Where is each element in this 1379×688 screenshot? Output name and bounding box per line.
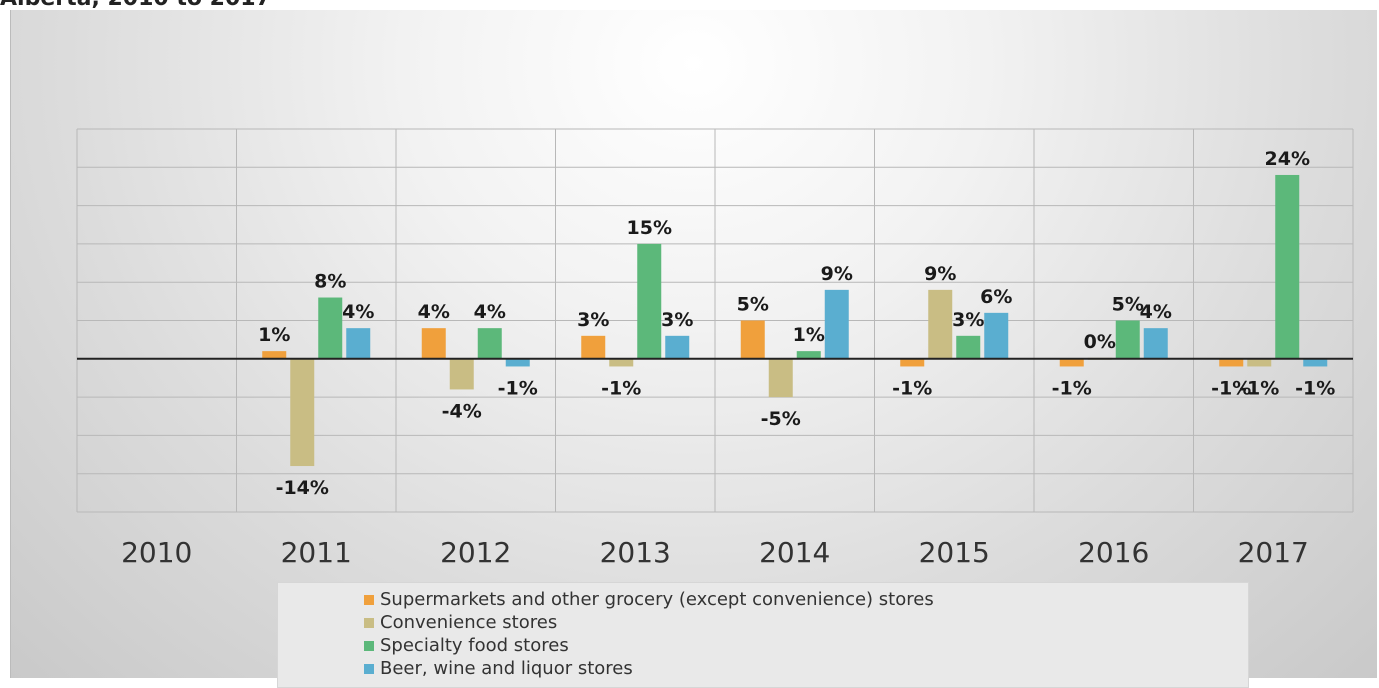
data-label-2012-s2: 4%	[474, 301, 506, 323]
bar-2013-s1	[609, 358, 634, 367]
data-label-2012-s1: -4%	[442, 400, 482, 422]
bar-2017-s1	[1247, 358, 1272, 367]
x-tick-label-2010: 2010	[121, 536, 192, 569]
bar-2012-s3	[505, 358, 530, 367]
data-label-2016-s2: 5%	[1112, 294, 1144, 316]
data-label-2011-s2: 8%	[314, 271, 346, 293]
legend-item-beer-wine-liquor: Beer, wine and liquor stores	[364, 657, 1248, 680]
bar-2014-s2	[796, 351, 821, 359]
x-tick-label-2011: 2011	[281, 536, 352, 569]
data-label-2014-s1: -5%	[761, 408, 801, 430]
bar-2012-s1	[449, 358, 474, 390]
legend-label-convenience: Convenience stores	[380, 612, 558, 633]
legend-label-beer-wine-liquor: Beer, wine and liquor stores	[380, 658, 633, 679]
bar-2014-s1	[768, 358, 793, 398]
chart-area: 1% -14% 8% 4% 4% -4% 4% -1% 3% -1% 15% 3% 5% -5% 1% 9% -…	[10, 10, 1377, 688]
bar-2015-s2	[956, 335, 981, 359]
legend-label-specialty: Specialty food stores	[380, 635, 569, 656]
bar-2014-s0	[740, 320, 765, 359]
bar-2011-s1	[290, 358, 315, 467]
bar-2011-s0	[262, 351, 287, 359]
x-tick-label-2014: 2014	[759, 536, 830, 569]
chart-title-fragment: Alberta, 2010 to 2017	[0, 0, 271, 11]
bar-2016-s0	[1059, 358, 1084, 367]
x-tick-label-2017: 2017	[1238, 536, 1309, 569]
data-label-2015-s3: 6%	[980, 286, 1012, 308]
bar-2011-s2	[318, 297, 343, 359]
bar-2017-s3	[1303, 358, 1328, 367]
bar-2013-s3	[665, 335, 690, 359]
legend-item-supermarkets: Supermarkets and other grocery (except c…	[364, 588, 1248, 611]
legend-item-convenience: Convenience stores	[364, 611, 1248, 634]
legend-label-supermarkets: Supermarkets and other grocery (except c…	[380, 589, 934, 610]
data-label-2017-s3: -1%	[1295, 377, 1335, 399]
bar-2016-s3	[1143, 328, 1168, 359]
data-label-2014-s3: 9%	[821, 263, 853, 285]
legend-swatch-specialty	[364, 640, 374, 651]
data-label-2016-s1: 0%	[1084, 331, 1116, 353]
bar-2014-s3	[824, 289, 849, 359]
bar-2011-s3	[346, 328, 371, 359]
bar-2013-s2	[637, 243, 662, 359]
x-tick-label-2015: 2015	[919, 536, 990, 569]
legend: Supermarkets and other grocery (except c…	[277, 582, 1249, 688]
data-label-2015-s1: 9%	[924, 263, 956, 285]
legend-item-specialty: Specialty food stores	[364, 634, 1248, 657]
bar-2013-s0	[581, 335, 606, 359]
data-label-2013-s3: 3%	[661, 309, 693, 331]
x-tick-label-2013: 2013	[600, 536, 671, 569]
data-label-2013-s0: 3%	[577, 309, 609, 331]
data-label-2011-s1: -14%	[276, 477, 329, 499]
data-label-2012-s3: -1%	[498, 377, 538, 399]
data-label-2015-s2: 3%	[952, 309, 984, 331]
bar-2012-s2	[477, 328, 502, 359]
data-label-2013-s2: 15%	[627, 217, 672, 239]
data-label-2014-s0: 5%	[737, 294, 769, 316]
data-label-2017-s2: 24%	[1265, 148, 1310, 170]
data-label-2013-s1: -1%	[601, 377, 641, 399]
bar-2015-s1	[928, 289, 953, 359]
legend-swatch-supermarkets	[364, 594, 374, 605]
data-label-2016-s3: 4%	[1140, 301, 1172, 323]
data-label-2017-s0: -1%	[1211, 377, 1251, 399]
bar-2017-s2	[1275, 174, 1300, 359]
data-label-2012-s0: 4%	[418, 301, 450, 323]
data-label-2015-s0: -1%	[892, 377, 932, 399]
legend-swatch-beer-wine-liquor	[364, 663, 374, 674]
x-tick-label-2016: 2016	[1078, 536, 1149, 569]
data-label-2014-s2: 1%	[793, 324, 825, 346]
bar-2015-s3	[984, 312, 1009, 359]
bar-2015-s0	[900, 358, 925, 367]
x-tick-label-2012: 2012	[440, 536, 511, 569]
bar-2016-s2	[1115, 320, 1140, 359]
data-label-2016-s0: -1%	[1052, 377, 1092, 399]
bar-chart: 1% -14% 8% 4% 4% -4% 4% -1% 3% -1% 15% 3% 5% -5% 1% 9% -…	[76, 128, 1354, 569]
data-label-2011-s3: 4%	[342, 301, 374, 323]
bar-2012-s0	[421, 328, 446, 359]
bar-2017-s0	[1219, 358, 1244, 367]
data-label-2011-s0: 1%	[258, 324, 290, 346]
data-label-2017-s1: -1%	[1239, 377, 1279, 399]
legend-swatch-convenience	[364, 617, 374, 628]
